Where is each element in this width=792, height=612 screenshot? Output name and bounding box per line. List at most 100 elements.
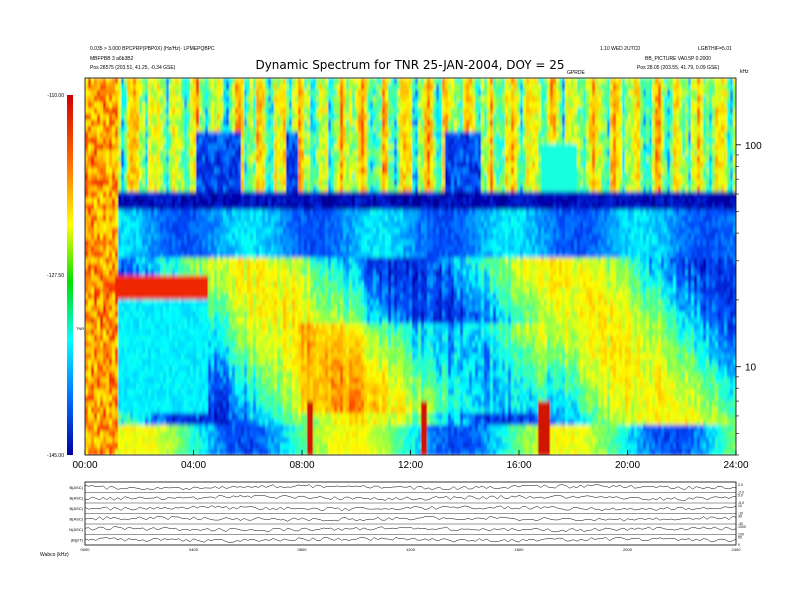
heatmap-cell xyxy=(265,401,269,408)
heatmap-cell xyxy=(310,149,314,157)
heatmap-cell xyxy=(190,413,194,420)
heatmap-cell xyxy=(268,191,272,199)
heatmap-cell xyxy=(307,101,311,109)
heatmap-cell xyxy=(253,173,257,181)
heatmap-cell xyxy=(91,233,95,241)
heatmap-cell xyxy=(109,341,113,348)
heatmap-cell xyxy=(274,95,278,103)
heatmap-cell xyxy=(109,437,113,444)
heatmap-cell xyxy=(112,365,116,372)
heatmap-cell xyxy=(193,299,197,306)
heatmap-cell xyxy=(226,359,230,366)
heatmap-cell xyxy=(274,131,278,139)
heatmap-cell xyxy=(271,113,275,121)
heatmap-cell xyxy=(310,347,314,354)
heatmap-cell xyxy=(241,449,245,455)
heatmap-cell xyxy=(208,371,212,378)
heatmap-cell xyxy=(304,131,308,139)
heatmap-cell xyxy=(103,401,107,408)
heatmap-cell xyxy=(199,245,203,253)
heatmap-cell xyxy=(184,269,188,277)
heatmap-cell xyxy=(103,167,107,175)
heatmap-cell xyxy=(91,437,95,444)
heatmap-cell xyxy=(91,215,95,223)
heatmap-cell xyxy=(235,407,239,414)
heatmap-cell xyxy=(157,107,161,115)
heatmap-cell xyxy=(286,173,290,181)
heatmap-cell xyxy=(214,437,218,444)
heatmap-cell xyxy=(286,299,290,306)
heatmap-cell xyxy=(106,365,110,372)
heatmap-cell xyxy=(313,233,317,241)
heatmap-cell xyxy=(262,341,266,348)
heatmap-cell xyxy=(304,83,308,91)
heatmap-cell xyxy=(196,191,200,199)
heatmap-cell xyxy=(313,389,317,396)
heatmap-cell xyxy=(88,149,92,157)
heatmap-cell xyxy=(220,449,224,455)
heatmap-cell xyxy=(295,185,299,193)
heatmap-cell xyxy=(187,341,191,348)
heatmap-cell xyxy=(220,395,224,402)
heatmap-cell xyxy=(244,305,248,312)
heatmap-cell xyxy=(229,203,233,211)
heatmap-cell xyxy=(283,353,287,360)
heatmap-cell xyxy=(307,419,311,426)
heatmap-cell xyxy=(124,203,128,211)
y-unit-label: kHz xyxy=(740,69,749,75)
heatmap-cell xyxy=(271,78,275,85)
heatmap-cell xyxy=(100,107,104,115)
heatmap-cell xyxy=(121,227,125,235)
heatmap-cell xyxy=(154,95,158,103)
heatmap-cell xyxy=(187,335,191,342)
heatmap-cell xyxy=(91,449,95,455)
heatmap-cell xyxy=(304,191,308,199)
heatmap-cell xyxy=(292,371,296,378)
heatmap-cell xyxy=(211,113,215,121)
heatmap-cell xyxy=(277,89,281,97)
heatmap-cell xyxy=(91,173,95,181)
heatmap-cell xyxy=(319,431,323,438)
heatmap-cell xyxy=(232,149,236,157)
heatmap-cell xyxy=(304,173,308,181)
heatmap-cell xyxy=(181,425,185,432)
heatmap-cell xyxy=(250,179,254,187)
heatmap-cell xyxy=(118,293,122,301)
heatmap-cell xyxy=(256,263,260,271)
heatmap-cell xyxy=(193,389,197,396)
heatmap-cell xyxy=(220,95,224,103)
heatmap-cell xyxy=(211,263,215,271)
heatmap-cell xyxy=(109,407,113,414)
heatmap-cell xyxy=(118,149,122,157)
heatmap-cell xyxy=(265,359,269,366)
heatmap-cell xyxy=(160,401,164,408)
heatmap-cell xyxy=(166,437,170,444)
heatmap-cell xyxy=(112,293,116,301)
heatmap-cell xyxy=(235,227,239,235)
heatmap-cell xyxy=(223,209,227,217)
heatmap-cell xyxy=(178,191,182,199)
heatmap-cell xyxy=(133,335,137,342)
heatmap-cell xyxy=(286,281,290,289)
heatmap-cell xyxy=(121,233,125,241)
heatmap-cell xyxy=(310,377,314,384)
heatmap-cell xyxy=(127,383,131,390)
heatmap-cell xyxy=(238,251,242,259)
heatmap-cell xyxy=(91,239,95,247)
heatmap-cell xyxy=(301,323,305,330)
heatmap-cell xyxy=(220,287,224,295)
heatmap-cell xyxy=(151,95,155,103)
heatmap-cell xyxy=(100,293,104,301)
heatmap-cell xyxy=(313,395,317,402)
heatmap-cell xyxy=(259,353,263,360)
heatmap-cell xyxy=(91,275,95,283)
heatmap-cell xyxy=(88,401,92,408)
heatmap-cell xyxy=(295,239,299,247)
heatmap-cell xyxy=(226,245,230,253)
heatmap-cell xyxy=(283,149,287,157)
heatmap-cell xyxy=(310,383,314,390)
heatmap-cell xyxy=(187,419,191,426)
heatmap-cell xyxy=(151,197,155,205)
heatmap-cell xyxy=(97,143,101,151)
heatmap-cell xyxy=(238,197,242,205)
